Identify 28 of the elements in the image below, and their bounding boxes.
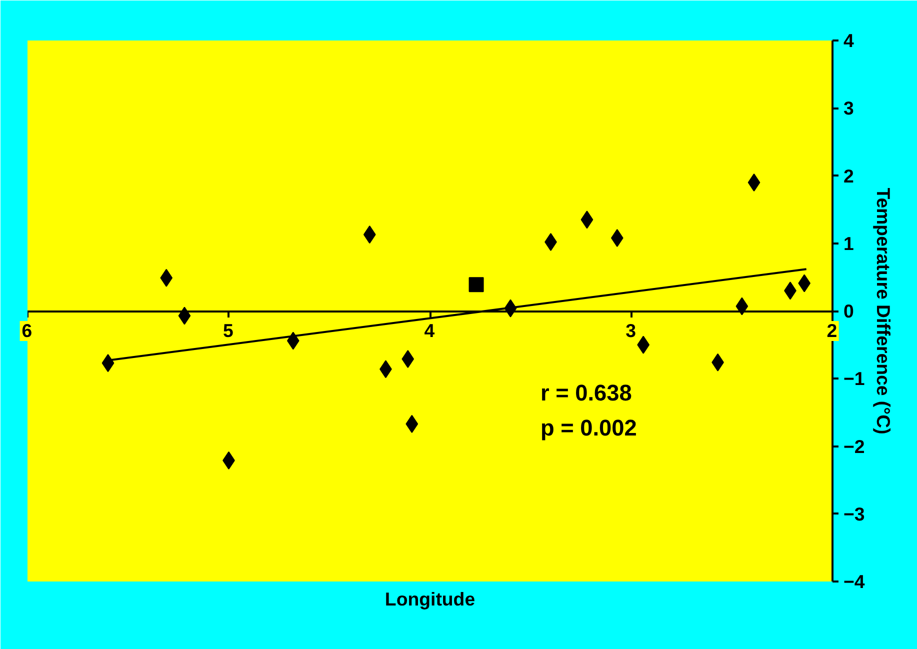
x-tick-label: 5 (220, 320, 236, 342)
point (363, 226, 376, 244)
y-tick-label: −4 (844, 571, 866, 592)
y-tick-label: −1 (844, 368, 865, 390)
point (468, 277, 484, 292)
annotation: p = 0.002 (540, 414, 637, 440)
x-tick-label: 4 (422, 320, 437, 342)
point (406, 414, 418, 433)
point (748, 174, 760, 192)
point (160, 268, 173, 287)
y-tick-label: 3 (844, 98, 854, 119)
point (102, 354, 114, 372)
point (610, 228, 624, 247)
y-tick-label: 2 (844, 165, 854, 186)
y-tick-label: 1 (844, 232, 854, 254)
x-tick-label: 3 (624, 320, 638, 342)
point (736, 297, 748, 316)
y-tick-label: 4 (844, 30, 854, 51)
x-axis-title: Longitude (384, 588, 476, 610)
x-tick-label: 2 (824, 320, 840, 342)
y-tick-label: −2 (844, 436, 865, 457)
x-tick-label: 6 (20, 320, 34, 342)
y-axis-title: Temperature Difference (°C) (872, 188, 894, 434)
y-tick-label: 0 (844, 300, 854, 322)
annotation: r = 0.638 (540, 380, 632, 406)
y-tick-label: −3 (844, 503, 865, 524)
point (402, 350, 414, 368)
point (580, 210, 594, 229)
